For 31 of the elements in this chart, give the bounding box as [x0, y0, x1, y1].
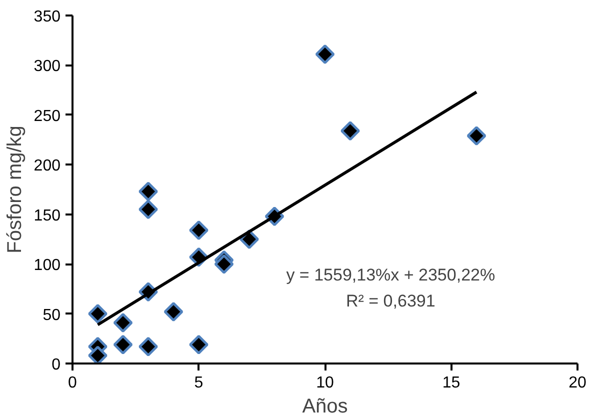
y-axis-title: Fósforo mg/kg: [4, 126, 26, 254]
y-tick-label: 300: [34, 58, 61, 76]
x-axis-title: Años: [302, 396, 348, 418]
y-tick-label: 150: [34, 207, 61, 224]
point: [164, 302, 184, 322]
x-tick-label: 0: [68, 374, 78, 392]
point: [315, 44, 335, 64]
point: [466, 126, 486, 146]
y-tick-label: 0: [52, 356, 61, 374]
y-tick-label: 200: [34, 158, 61, 175]
y-tick-label: 250: [34, 108, 61, 125]
point: [138, 182, 158, 202]
y-tick-label: 100: [34, 257, 61, 274]
point: [113, 313, 133, 332]
y-tick-label: 350: [34, 8, 61, 26]
annotation: R² = 0,6391: [346, 291, 436, 310]
x-tick-label: 15: [442, 374, 460, 392]
y-tick-label: 50: [42, 306, 61, 324]
annotation: y = 1559,13%x + 2350,22%: [286, 265, 496, 284]
point: [189, 334, 208, 354]
point: [340, 121, 360, 141]
point: [138, 200, 158, 220]
x-tick-label: 10: [316, 374, 334, 392]
point: [88, 304, 108, 324]
x-tick-label: 5: [194, 374, 204, 392]
point: [189, 220, 208, 240]
x-tick-label: 20: [568, 374, 586, 392]
point: [214, 254, 234, 274]
point: [138, 336, 158, 356]
point: [113, 334, 133, 354]
point: [88, 346, 108, 364]
